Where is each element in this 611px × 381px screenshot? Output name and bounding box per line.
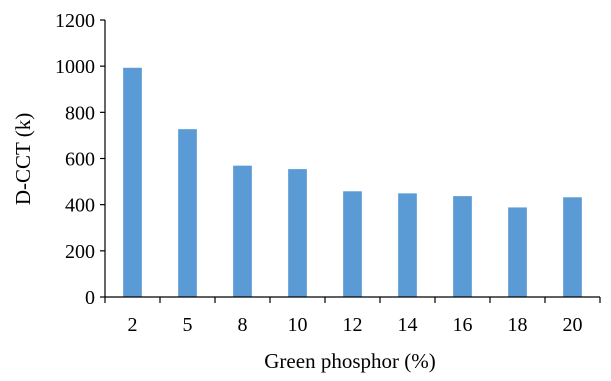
bar-12 xyxy=(343,191,362,297)
y-axis-title: D-CCT (k) xyxy=(11,113,35,205)
y-tick-label: 1200 xyxy=(55,10,95,32)
x-tick-label: 8 xyxy=(238,314,248,336)
x-tick-label: 14 xyxy=(398,314,418,336)
bars-layer xyxy=(123,67,582,297)
y-tick-label: 1000 xyxy=(55,56,95,78)
ticks-layer: 0 200 400 600 800 1000 1200 2 5 8 10 12 14 16 18 20 xyxy=(55,10,601,336)
bar-16 xyxy=(453,196,472,297)
bar-10 xyxy=(288,169,307,297)
y-tick-label: 600 xyxy=(65,149,95,171)
y-tick-label: 200 xyxy=(65,241,95,263)
y-tick-label: 800 xyxy=(65,102,95,124)
bar-8 xyxy=(233,165,252,297)
bar-2 xyxy=(123,67,142,297)
bar-20 xyxy=(563,197,582,297)
x-tick-label: 20 xyxy=(563,314,583,336)
x-tick-label: 5 xyxy=(183,314,193,336)
x-tick-label: 12 xyxy=(343,314,363,336)
bar-5 xyxy=(178,129,197,297)
y-tick-label: 0 xyxy=(85,287,95,309)
x-tick-label: 16 xyxy=(453,314,473,336)
y-tick-label: 400 xyxy=(65,195,95,217)
x-axis-title: Green phosphor (%) xyxy=(264,349,435,373)
bar-18 xyxy=(508,207,527,297)
bar-14 xyxy=(398,193,417,297)
x-tick-label: 18 xyxy=(508,314,528,336)
x-tick-label: 10 xyxy=(288,314,308,336)
x-tick-label: 2 xyxy=(128,314,138,336)
